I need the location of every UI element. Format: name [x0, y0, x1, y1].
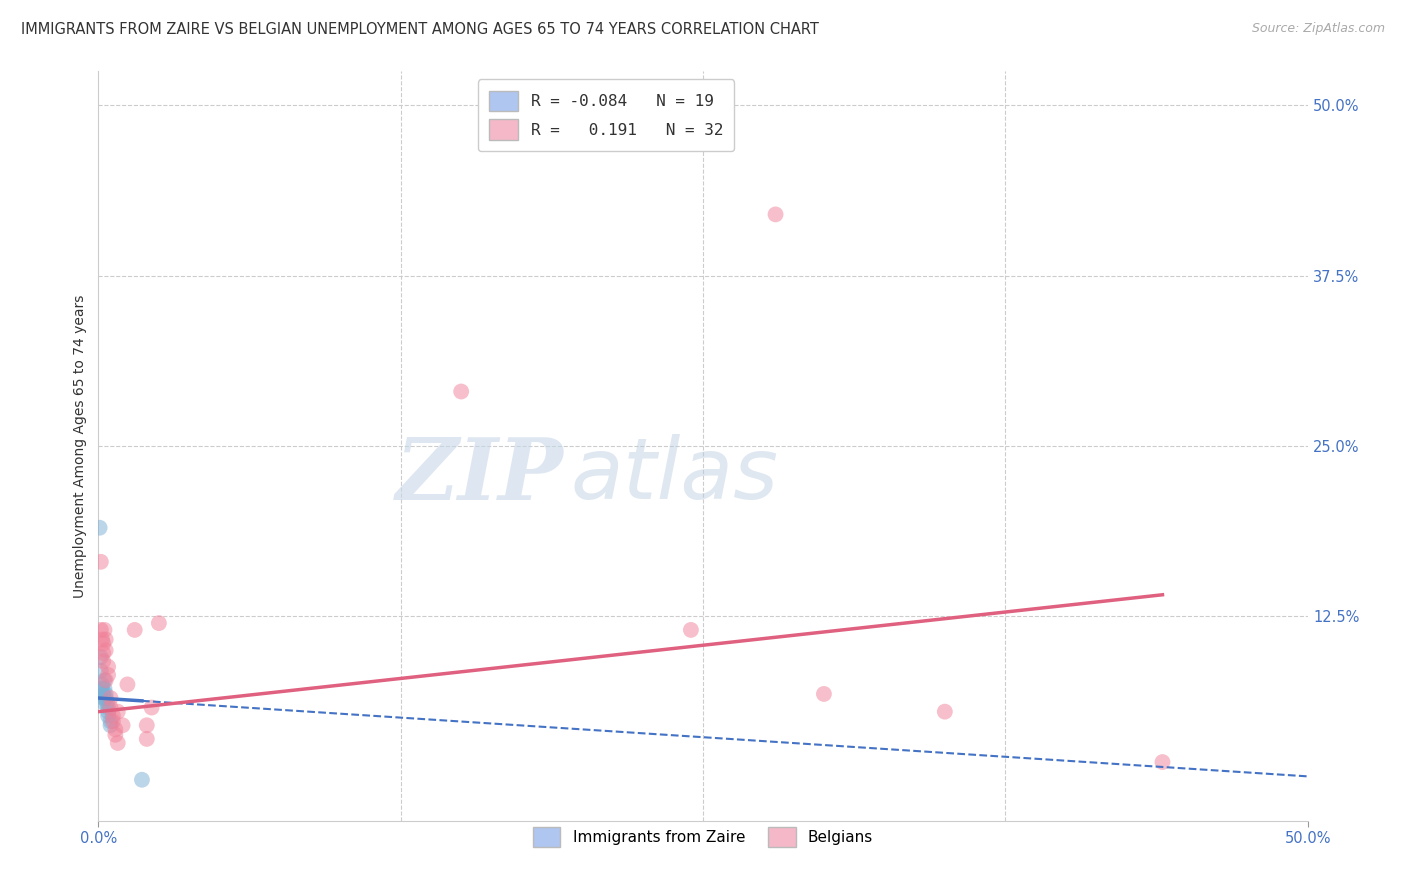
Point [100, 691, 122, 706]
Point [91, 654, 114, 668]
Point [111, 718, 134, 732]
Point [135, 718, 157, 732]
Point [94, 632, 117, 647]
Point [100, 718, 122, 732]
Point [97, 659, 120, 673]
Point [96, 695, 118, 709]
Point [117, 677, 139, 691]
Text: IMMIGRANTS FROM ZAIRE VS BELGIAN UNEMPLOYMENT AMONG AGES 65 TO 74 YEARS CORRELAT: IMMIGRANTS FROM ZAIRE VS BELGIAN UNEMPLO… [21, 22, 818, 37]
Point [90, 623, 112, 637]
Point [131, 772, 153, 787]
Point [107, 705, 129, 719]
Text: Source: ZipAtlas.com: Source: ZipAtlas.com [1251, 22, 1385, 36]
Point [97, 708, 120, 723]
Point [94, 643, 117, 657]
Point [94, 691, 117, 706]
Point [934, 705, 956, 719]
Point [93, 623, 115, 637]
Point [93, 681, 115, 696]
Point [141, 700, 163, 714]
Text: atlas: atlas [569, 434, 778, 517]
Point [91, 695, 114, 709]
Point [97, 700, 120, 714]
Point [124, 623, 146, 637]
Point [813, 687, 835, 701]
Point [135, 731, 157, 746]
Y-axis label: Unemployment Among Ages 65 to 74 years: Unemployment Among Ages 65 to 74 years [73, 294, 87, 598]
Point [93, 673, 115, 688]
Point [450, 384, 472, 399]
Point [765, 207, 787, 221]
Point [91, 632, 114, 647]
Point [104, 728, 127, 742]
Point [91, 646, 114, 660]
Point [91, 681, 114, 696]
Point [90, 555, 112, 569]
Text: ZIP: ZIP [396, 434, 564, 517]
Point [97, 668, 120, 682]
Point [89, 521, 111, 535]
Point [91, 687, 114, 701]
Point [100, 700, 122, 714]
Legend: Immigrants from Zaire, Belgians: Immigrants from Zaire, Belgians [526, 819, 880, 855]
Point [91, 691, 114, 706]
Point [91, 677, 114, 691]
Point [1152, 755, 1174, 769]
Point [104, 723, 127, 737]
Point [679, 623, 702, 637]
Point [101, 708, 124, 723]
Point [148, 616, 170, 631]
Point [107, 736, 129, 750]
Point [90, 664, 112, 678]
Point [94, 673, 117, 688]
Point [97, 705, 120, 719]
Point [91, 636, 114, 650]
Point [94, 687, 117, 701]
Point [101, 714, 124, 729]
Point [90, 650, 112, 665]
Point [100, 714, 122, 729]
